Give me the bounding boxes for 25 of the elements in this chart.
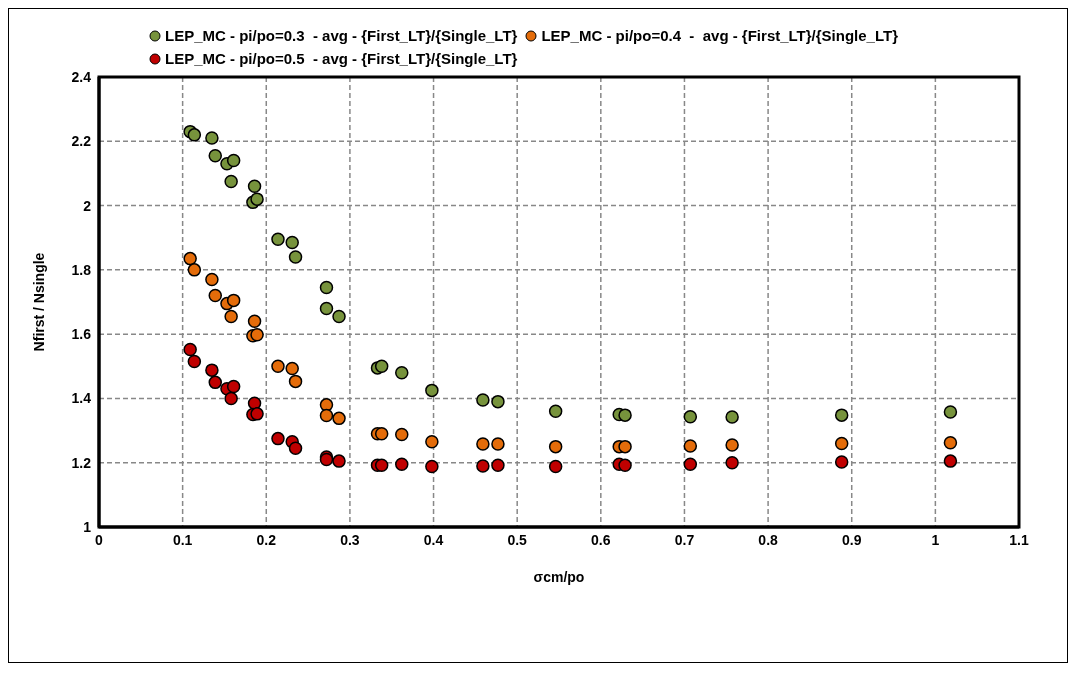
- legend-label: LEP_MC - pi/po=0.3 - avg - {First_LT}/{Single_LT}: [165, 27, 518, 44]
- y-tick-label: 1.2: [71, 454, 92, 471]
- y-tick-label: 1.6: [71, 326, 92, 343]
- x-tick-label: 0: [95, 531, 104, 548]
- y-axis-title: Nfirst / Nsingle: [30, 252, 47, 352]
- y-tick-label: 1.4: [71, 390, 92, 407]
- y-tick-label: 2.2: [71, 133, 92, 150]
- y-tick-label: 1.8: [71, 261, 92, 278]
- x-tick-label: 1: [931, 531, 940, 548]
- x-tick-label: 0.4: [423, 531, 444, 548]
- y-tick-label: 2.4: [71, 68, 92, 85]
- x-tick-label: 0.5: [507, 531, 528, 548]
- x-tick-label: 1.1: [1009, 531, 1029, 548]
- legend-label: LEP_MC - pi/po=0.4 - avg - {First_LT}/{Single_LT}: [541, 27, 899, 44]
- x-tick-label: 0.9: [841, 531, 862, 548]
- y-tick-label: 2: [83, 197, 92, 214]
- x-tick-label: 0.6: [591, 531, 611, 548]
- x-tick-label: 0.2: [256, 531, 277, 548]
- x-axis-title: σcm/po: [533, 569, 585, 585]
- legend-label: LEP_MC - pi/po=0.5 - avg - {First_LT}/{Single_LT}: [165, 50, 518, 67]
- y-tick-label: 1: [83, 518, 92, 535]
- x-tick-label: 0.7: [674, 531, 695, 548]
- x-tick-label: 0.1: [172, 531, 193, 548]
- x-tick-label: 0.8: [758, 531, 779, 548]
- x-tick-label: 0.3: [340, 531, 360, 548]
